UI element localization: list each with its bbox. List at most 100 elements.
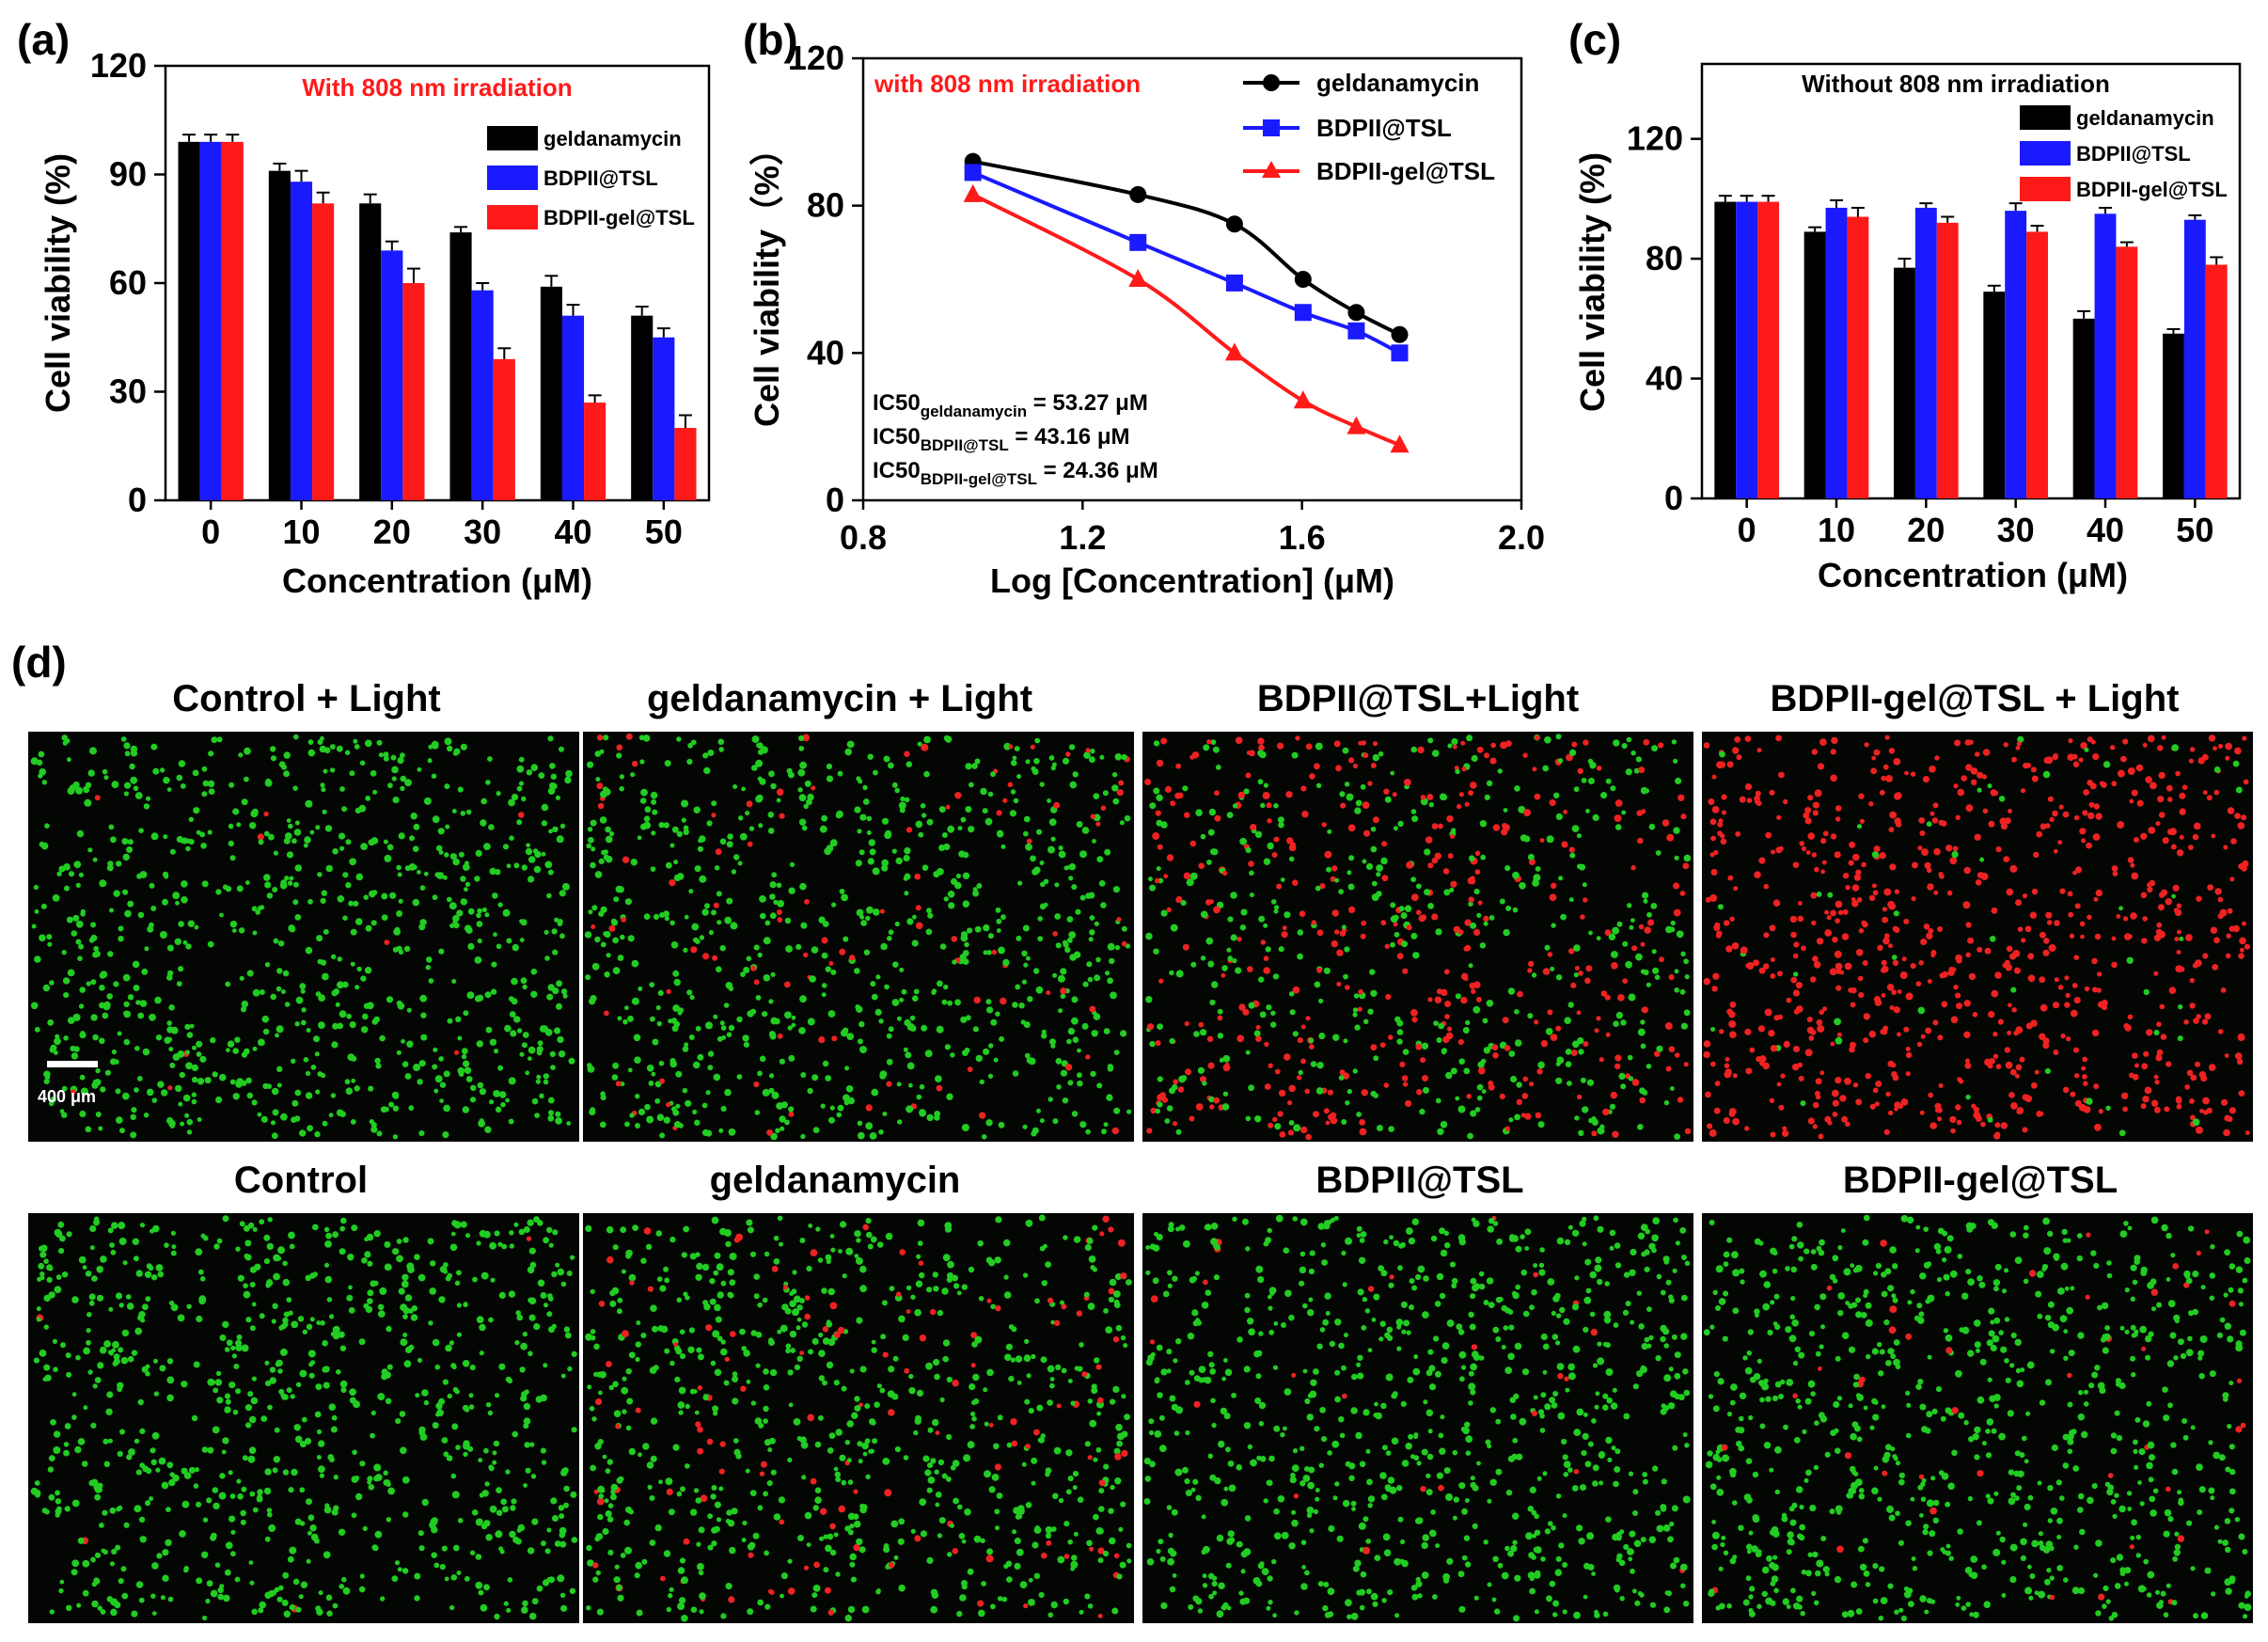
cell-dot — [551, 1271, 558, 1278]
cell-dot — [1514, 785, 1520, 792]
cell-dot — [412, 898, 420, 907]
cell-dot — [339, 1111, 346, 1117]
cell-dot — [720, 1105, 727, 1113]
cell-dot — [483, 1584, 490, 1591]
cell-dot — [1497, 768, 1504, 774]
cell-dot — [1296, 1075, 1302, 1081]
cell-dot — [541, 803, 549, 812]
cell-dot — [811, 1592, 818, 1599]
cell-dot — [1372, 753, 1380, 762]
cell-dot — [330, 1426, 338, 1433]
cell-dot — [2109, 745, 2116, 750]
cell-dot — [2039, 1033, 2046, 1040]
cell-dot — [105, 1408, 113, 1416]
cell-dot — [1156, 866, 1161, 872]
cell-dot — [465, 926, 473, 934]
chart-b-legend-marker-geldanamycin — [1263, 74, 1280, 91]
cell-dot — [1056, 1084, 1062, 1090]
cell-dot — [1315, 742, 1323, 750]
cell-dot — [185, 1062, 193, 1070]
cell-dot — [646, 1461, 654, 1469]
cell-dot — [1881, 1028, 1888, 1035]
cell-dot — [216, 1397, 224, 1404]
cell-dot — [564, 1332, 572, 1339]
cell-dot — [410, 813, 417, 820]
cell-dot — [2092, 833, 2101, 841]
cell-dot — [2177, 1035, 2183, 1042]
cell-dot — [210, 1589, 218, 1598]
cell-dot — [898, 1518, 906, 1525]
cell-dot — [916, 1389, 924, 1397]
cell-dot — [1007, 782, 1014, 788]
cell-dot — [1820, 838, 1827, 845]
cell-dot — [1098, 880, 1106, 887]
cell-dot — [787, 1587, 795, 1595]
cell-dot — [2227, 908, 2233, 914]
cell-dot — [177, 1050, 185, 1058]
cell-dot — [523, 1226, 530, 1233]
cell-dot — [546, 993, 554, 1001]
cell-dot — [431, 1517, 438, 1524]
cell-dot — [601, 849, 606, 856]
cell-dot — [117, 1031, 122, 1036]
chart-a-bar-bdpii-gel-tsl-50 — [674, 428, 697, 500]
cell-dot — [516, 1527, 522, 1533]
cell-dot — [1177, 792, 1184, 798]
cell-dot — [655, 1230, 663, 1237]
cell-dot — [1733, 886, 1739, 892]
cell-dot — [1021, 979, 1027, 985]
cell-dot — [1111, 772, 1118, 778]
cell-dot — [280, 1323, 287, 1330]
micrograph-title-4: Control — [234, 1160, 368, 1201]
cell-dot — [1222, 1054, 1231, 1063]
cell-dot — [239, 975, 244, 981]
cell-dot — [1881, 993, 1886, 998]
cell-dot — [932, 1271, 938, 1278]
cell-dot — [1209, 1104, 1215, 1110]
cell-dot — [167, 1085, 173, 1091]
cell-dot — [2118, 1129, 2126, 1137]
cell-dot — [669, 1058, 676, 1065]
cell-dot — [1054, 913, 1062, 920]
cell-dot — [252, 988, 260, 997]
cell-dot — [1077, 1048, 1081, 1053]
cell-dot — [354, 744, 360, 750]
cell-dot — [588, 837, 594, 844]
cell-dot — [845, 1247, 854, 1255]
cell-dot — [1814, 866, 1819, 873]
cell-dot — [1052, 972, 1058, 978]
cell-dot — [821, 814, 828, 822]
cell-dot — [373, 1230, 381, 1238]
cell-dot — [1200, 833, 1206, 840]
cell-dot — [361, 1257, 368, 1264]
cell-dot — [960, 816, 967, 823]
cell-dot — [778, 1496, 786, 1504]
cell-dot — [94, 1377, 102, 1383]
cell-dot — [1499, 898, 1505, 905]
cell-dot — [134, 1046, 140, 1051]
cell-dot — [261, 1015, 270, 1023]
cell-dot — [337, 1022, 344, 1030]
cell-dot — [354, 985, 360, 990]
chart-c-bar-bdpii-tsl-10 — [1825, 207, 1848, 498]
cell-dot — [697, 1447, 704, 1455]
cell-dot — [308, 1372, 315, 1379]
cell-dot — [1205, 937, 1214, 945]
cell-dot — [1952, 845, 1959, 852]
cell-dot — [283, 837, 291, 845]
cell-dot — [2093, 803, 2100, 810]
cell-dot — [488, 1317, 494, 1323]
cell-dot — [168, 1300, 175, 1306]
cell-dot — [1834, 1018, 1841, 1026]
cell-dot — [1124, 1413, 1130, 1421]
chart-c-legend: geldanamycin BDPII@TSL BDPII-gel@TSL — [2020, 105, 2228, 201]
cell-dot — [1583, 897, 1588, 903]
cell-dot — [664, 760, 671, 767]
cell-dot — [604, 1010, 609, 1017]
cell-dot — [71, 1559, 80, 1568]
cell-dot — [726, 841, 733, 848]
cell-dot — [246, 1092, 254, 1099]
cell-dot — [760, 746, 768, 754]
cell-dot — [1941, 820, 1947, 827]
cell-dot — [1217, 1033, 1224, 1039]
